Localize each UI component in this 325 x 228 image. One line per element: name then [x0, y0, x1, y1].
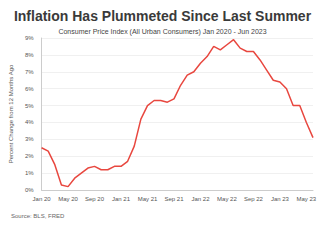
- svg-text:Inflation Has Plummeted Since: Inflation Has Plummeted Since Last Summe…: [14, 8, 312, 24]
- svg-text:8%: 8%: [25, 52, 34, 58]
- svg-text:Sep 20: Sep 20: [85, 196, 105, 202]
- svg-text:May 20: May 20: [58, 196, 78, 202]
- svg-text:0%: 0%: [25, 187, 34, 193]
- svg-text:Jan 23: Jan 23: [271, 196, 290, 202]
- svg-text:2%: 2%: [25, 153, 34, 159]
- svg-text:9%: 9%: [25, 35, 34, 41]
- svg-text:7%: 7%: [25, 69, 34, 75]
- svg-text:Percent Change from 12 Months: Percent Change from 12 Months Ago: [8, 64, 14, 163]
- svg-text:May 22: May 22: [217, 196, 237, 202]
- svg-text:6%: 6%: [25, 86, 34, 92]
- svg-text:1%: 1%: [25, 170, 34, 176]
- svg-text:Jan 21: Jan 21: [112, 196, 131, 202]
- svg-text:Consumer Price Index (All Urba: Consumer Price Index (All Urban Consumer…: [58, 28, 266, 36]
- svg-text:4%: 4%: [25, 119, 34, 125]
- svg-text:3%: 3%: [25, 136, 34, 142]
- svg-text:Jan 22: Jan 22: [191, 196, 210, 202]
- svg-text:Sep 22: Sep 22: [244, 196, 264, 202]
- svg-text:Jan 20: Jan 20: [33, 196, 52, 202]
- svg-text:Sep 21: Sep 21: [164, 196, 184, 202]
- svg-text:May 23: May 23: [297, 196, 317, 202]
- svg-text:Source: BLS, FRED: Source: BLS, FRED: [11, 213, 65, 219]
- svg-text:5%: 5%: [25, 103, 34, 109]
- svg-text:May 21: May 21: [138, 196, 158, 202]
